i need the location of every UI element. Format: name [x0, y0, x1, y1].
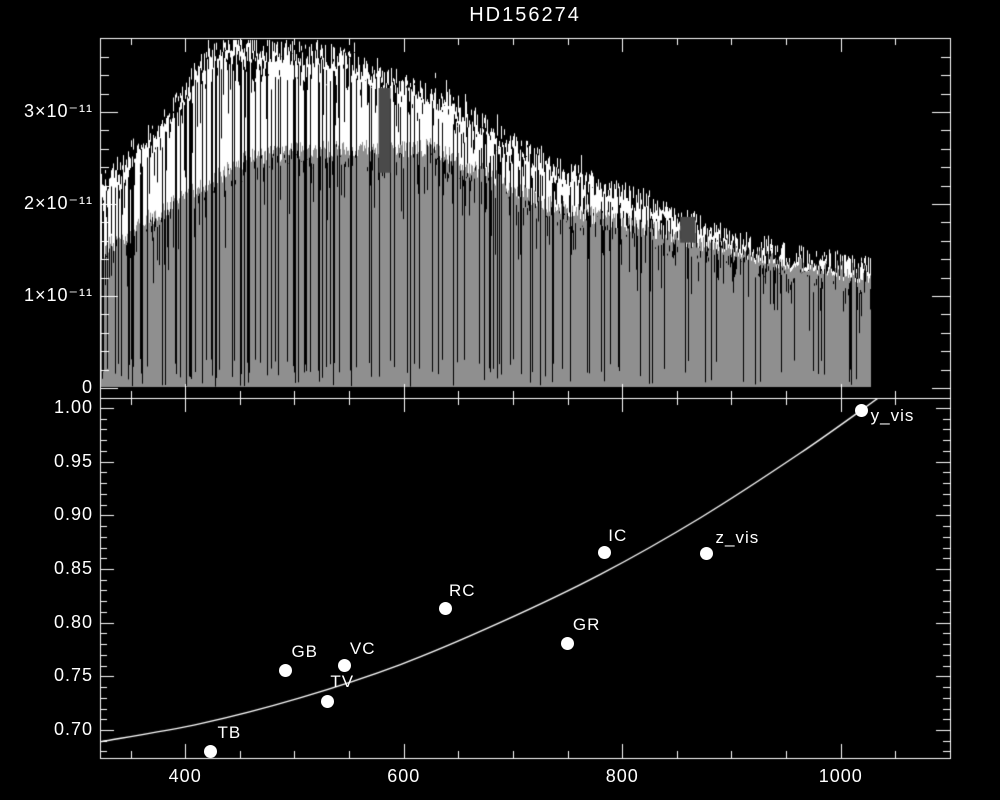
y-tick-label-ratio: 0.75: [53, 665, 93, 686]
y-tick-label-ratio: 0.70: [53, 719, 93, 739]
data-point-TV: [320, 694, 334, 708]
data-point-IC: [598, 546, 612, 560]
y-tick-label-ratio: 0.85: [53, 557, 93, 578]
data-point-TB: [203, 744, 217, 758]
data-point-GR: [561, 636, 575, 650]
point-label-GB: GB: [291, 641, 318, 661]
y-tick-label-flux: 3×10⁻¹¹: [23, 101, 93, 121]
x-tick-label: 400: [168, 766, 202, 786]
x-tick-label: 1000: [818, 766, 863, 786]
chart-title: HD156274: [469, 4, 581, 26]
point-label-TV: TV: [330, 672, 355, 692]
point-label-z_vis: z_vis: [715, 527, 760, 547]
point-label-IC: IC: [608, 525, 628, 545]
data-point-VC: [338, 659, 352, 673]
data-point-RC: [438, 602, 452, 616]
point-label-VC: VC: [349, 638, 376, 658]
point-label-y_vis: y_vis: [870, 406, 915, 426]
data-point-z_vis: [699, 547, 713, 561]
y-tick-label-ratio: 0.95: [53, 450, 93, 471]
x-tick-label: 800: [605, 766, 639, 786]
y-tick-label-ratio: 1.00: [53, 396, 93, 417]
x-tick-label: 600: [387, 766, 421, 786]
data-point-y_vis: [855, 403, 868, 417]
point-label-GR: GR: [572, 615, 601, 635]
point-label-RC: RC: [448, 580, 476, 600]
data-point-GB: [279, 664, 293, 678]
y-tick-label-flux: 2×10⁻¹¹: [23, 193, 93, 213]
y-tick-label-ratio: 0.90: [53, 504, 93, 525]
y-tick-label-flux: 0: [81, 377, 93, 397]
y-tick-label-ratio: 0.80: [53, 611, 93, 632]
y-tick-label-flux: 1×10⁻¹¹: [23, 285, 93, 305]
point-label-TB: TB: [217, 723, 242, 743]
